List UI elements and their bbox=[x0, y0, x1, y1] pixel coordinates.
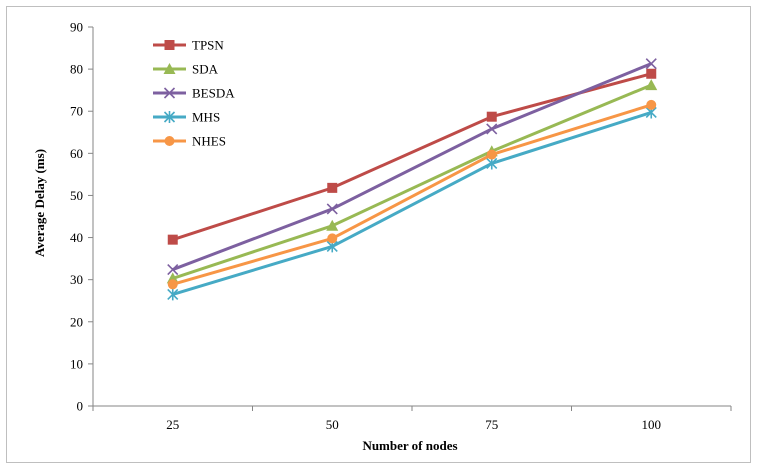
data-point-tpsn bbox=[167, 234, 178, 245]
data-point-nhes bbox=[167, 279, 178, 290]
series-line-tpsn bbox=[172, 72, 652, 242]
x-tick-label: 100 bbox=[642, 417, 662, 432]
legend-label-mhs: MHS bbox=[192, 110, 220, 125]
data-point-sda bbox=[645, 79, 658, 91]
series-line-besda bbox=[172, 62, 652, 271]
data-point-nhes bbox=[646, 99, 657, 110]
series-group bbox=[166, 58, 658, 301]
series-besda bbox=[167, 58, 657, 276]
x-tick-label: 25 bbox=[166, 417, 179, 432]
data-point-nhes bbox=[327, 233, 338, 244]
x-axis-title: Number of nodes bbox=[362, 438, 457, 453]
y-tick-label: 0 bbox=[77, 399, 84, 414]
data-point-tpsn bbox=[327, 182, 338, 193]
y-tick-label: 40 bbox=[70, 230, 83, 245]
series-line-mhs bbox=[172, 111, 652, 296]
x-axis-ticks: 25 50 75 100 bbox=[92, 406, 732, 432]
legend-item-nhes: NHES bbox=[153, 134, 226, 149]
legend-marker-sda bbox=[163, 63, 176, 74]
y-tick-label: 10 bbox=[70, 356, 83, 371]
legend-item-besda: BESDA bbox=[153, 86, 235, 101]
y-tick-label: 20 bbox=[70, 314, 83, 329]
y-axis-title: Average Delay (ms) bbox=[32, 149, 47, 257]
legend-item-tpsn: TPSN bbox=[153, 38, 224, 53]
legend-marker-nhes bbox=[164, 136, 175, 146]
data-point-besda bbox=[486, 123, 498, 135]
x-tick-label: 75 bbox=[485, 417, 498, 432]
data-point-besda bbox=[326, 203, 338, 215]
legend-label-nhes: NHES bbox=[192, 134, 226, 149]
data-point-besda bbox=[167, 263, 179, 276]
data-point-tpsn bbox=[646, 68, 657, 79]
legend-marker-tpsn bbox=[164, 40, 175, 50]
axes bbox=[92, 27, 731, 407]
legend-marker-mhs bbox=[163, 111, 176, 123]
legend: TPSN SDA BESDA MHS NHES bbox=[153, 38, 235, 149]
y-tick-label: 60 bbox=[70, 146, 83, 161]
data-point-sda bbox=[326, 219, 339, 231]
legend-label-besda: BESDA bbox=[192, 86, 235, 101]
series-mhs bbox=[167, 106, 657, 301]
data-point-tpsn bbox=[486, 111, 497, 122]
data-point-nhes bbox=[486, 149, 497, 160]
y-tick-label: 80 bbox=[70, 62, 83, 77]
y-axis-ticks: 0 10 20 30 40 50 60 70 80 90 bbox=[70, 20, 93, 414]
x-tick-label: 50 bbox=[326, 417, 339, 432]
series-line-nhes bbox=[172, 103, 652, 286]
y-tick-label: 90 bbox=[70, 20, 83, 35]
series-tpsn bbox=[167, 68, 657, 245]
series-line-sda bbox=[172, 83, 652, 280]
series-sda bbox=[166, 79, 658, 284]
legend-label-tpsn: TPSN bbox=[192, 38, 224, 53]
y-tick-label: 70 bbox=[70, 104, 83, 119]
legend-label-sda: SDA bbox=[192, 62, 219, 77]
data-point-mhs bbox=[167, 288, 179, 301]
series-nhes bbox=[167, 99, 657, 290]
chart-frame bbox=[6, 6, 751, 463]
y-tick-label: 50 bbox=[70, 188, 83, 203]
data-point-besda bbox=[645, 58, 657, 70]
legend-marker-besda bbox=[163, 87, 176, 99]
legend-item-sda: SDA bbox=[153, 62, 219, 77]
legend-item-mhs: MHS bbox=[153, 110, 220, 125]
y-tick-label: 30 bbox=[70, 272, 83, 287]
